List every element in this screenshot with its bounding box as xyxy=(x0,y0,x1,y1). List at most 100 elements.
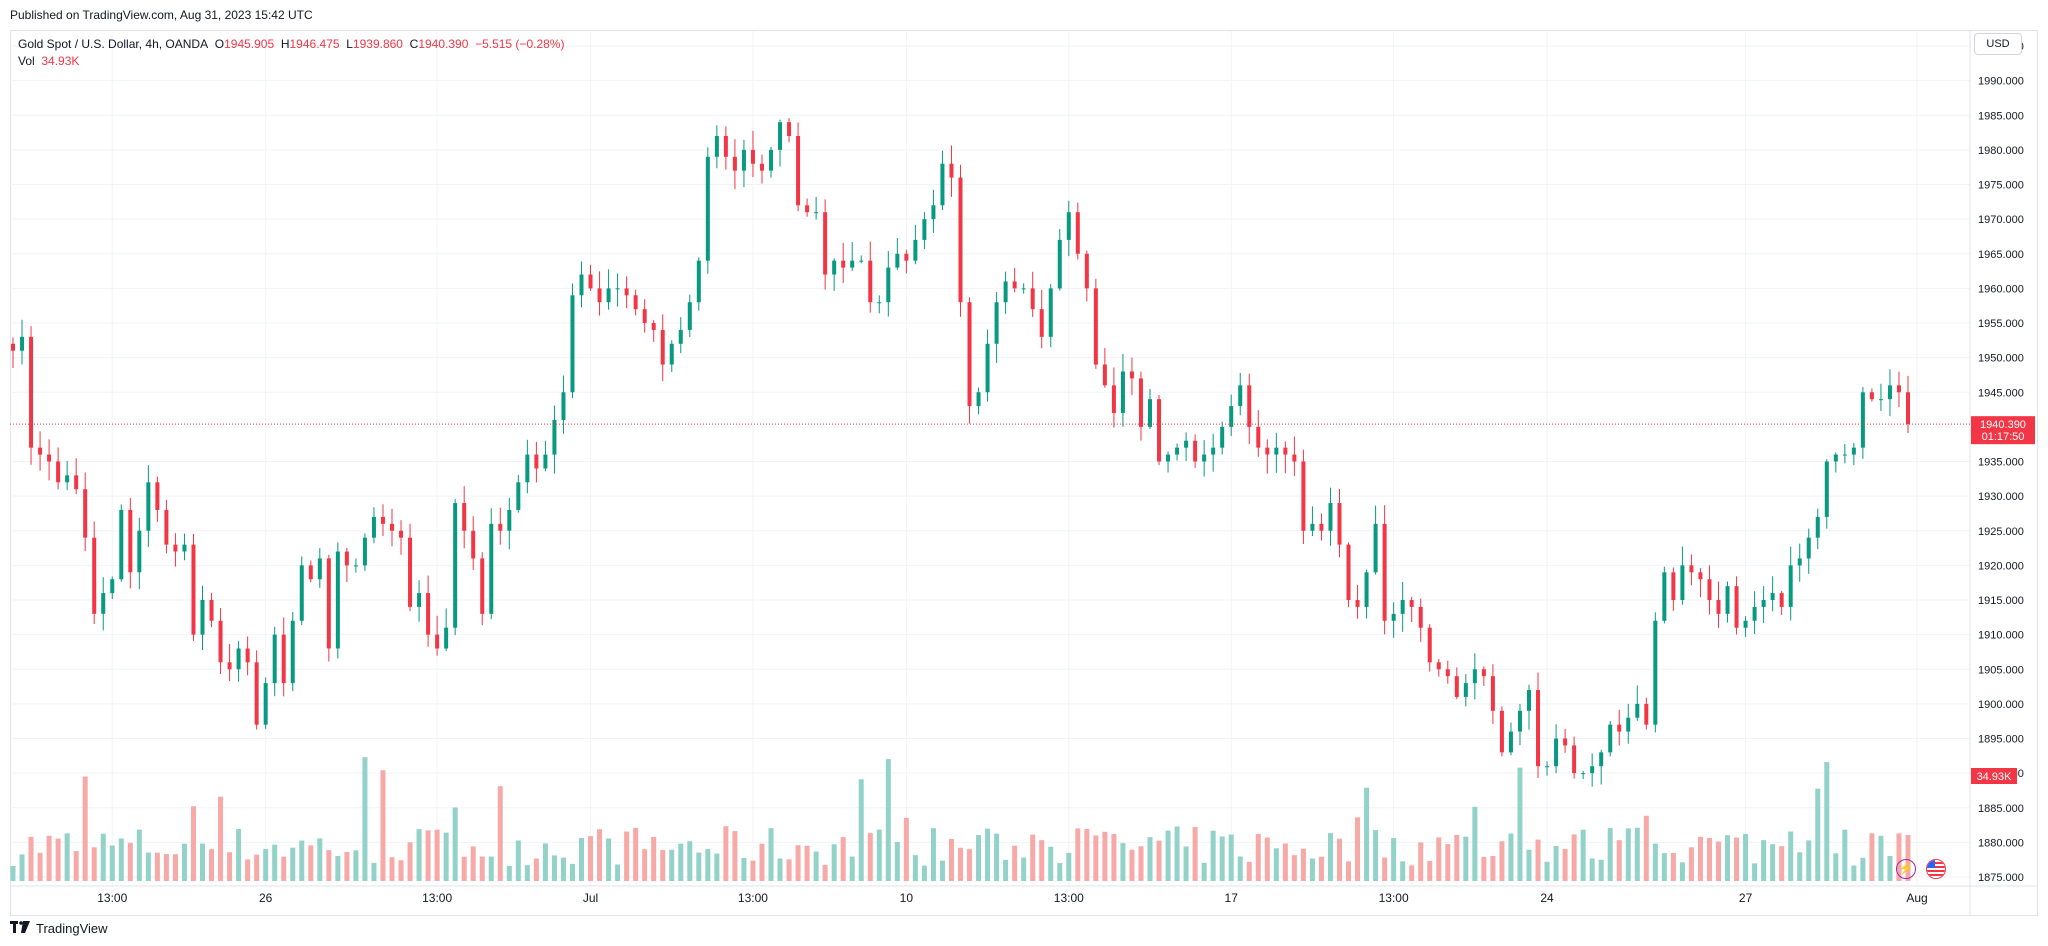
volume-bar xyxy=(254,854,260,881)
candle-body xyxy=(254,662,259,725)
volume-bar xyxy=(1860,857,1866,881)
candle-body xyxy=(1120,371,1125,414)
candle-body xyxy=(814,212,819,214)
volume-bar xyxy=(1824,762,1830,881)
candle-body xyxy=(444,627,449,649)
y-tick-label: 1905.000 xyxy=(1978,664,2024,676)
candle-body xyxy=(877,302,882,304)
candle-body xyxy=(1391,613,1396,621)
volume-bar xyxy=(597,829,603,881)
volume-bar xyxy=(1508,833,1514,881)
candle-body xyxy=(435,634,440,649)
candle-body xyxy=(1906,392,1910,425)
candle-body xyxy=(1806,537,1811,559)
volume-bar xyxy=(1174,826,1180,881)
candle-body xyxy=(1093,288,1098,365)
volume-bar xyxy=(1625,828,1631,881)
high-label: H xyxy=(280,37,290,51)
y-tick-label: 1910.000 xyxy=(1978,630,2024,642)
candle-body xyxy=(227,662,232,670)
candle-body xyxy=(1229,406,1234,427)
candle-body xyxy=(1472,669,1477,684)
volume-bar xyxy=(1327,833,1333,881)
us-flag-icon[interactable] xyxy=(1926,859,1946,879)
volume-bar xyxy=(786,859,792,881)
candle-body xyxy=(1220,426,1225,448)
volume-bar xyxy=(100,833,106,881)
volume-bar xyxy=(1526,849,1532,881)
volume-bar xyxy=(1246,861,1252,881)
candle-body xyxy=(1536,690,1541,767)
volume-bar xyxy=(1770,844,1776,881)
candle-body xyxy=(308,565,313,580)
vol-value: 34.93K xyxy=(41,54,80,68)
lightning-icon[interactable]: ⚡ xyxy=(1896,859,1916,879)
volume-bar xyxy=(1643,815,1649,881)
candle-body xyxy=(1129,371,1134,379)
candle-body xyxy=(642,309,647,323)
x-tick-label: 13:00 xyxy=(1054,891,1084,905)
candle-body xyxy=(967,302,972,407)
candle-body xyxy=(1644,703,1649,725)
candle-body xyxy=(399,530,404,538)
volume-bar xyxy=(1896,833,1902,881)
currency-button[interactable]: USD xyxy=(1974,33,2022,55)
volume-bar xyxy=(624,831,630,881)
volume-bar xyxy=(1670,852,1676,881)
candle-body xyxy=(1048,288,1053,337)
last-price-badge xyxy=(1971,416,2035,445)
candle-body xyxy=(65,475,70,483)
candle-body xyxy=(335,551,340,649)
volume-bar xyxy=(1264,837,1270,881)
candle-body xyxy=(1382,523,1387,621)
candle-body xyxy=(1761,600,1766,607)
volume-bar xyxy=(1679,862,1685,881)
y-tick-label: 1950.000 xyxy=(1978,353,2024,365)
candle-body xyxy=(1283,447,1288,455)
candle-body xyxy=(1824,461,1829,517)
candle-body xyxy=(1337,503,1342,545)
candle-body xyxy=(408,537,413,607)
volume-bar xyxy=(200,843,205,881)
volume-bar xyxy=(1291,855,1297,881)
volume-bar xyxy=(281,856,287,881)
volume-bar xyxy=(1752,863,1758,881)
volume-bar xyxy=(218,796,224,881)
volume-bar xyxy=(723,826,729,881)
brand-name: TradingView xyxy=(36,920,108,936)
candle-body xyxy=(1436,662,1441,670)
candle-body xyxy=(561,392,566,420)
volume-bar xyxy=(163,854,169,881)
volume-bar xyxy=(154,852,160,881)
vol-label: Vol xyxy=(18,54,35,68)
volume-bar xyxy=(46,835,52,881)
volume-bar xyxy=(867,833,873,881)
close-value: 1940.390 xyxy=(418,37,469,51)
y-tick-label: 1920.000 xyxy=(1978,560,2024,572)
x-tick-label: 13:00 xyxy=(1379,891,1409,905)
candle-body xyxy=(516,482,521,510)
footer-brand[interactable]: TradingView xyxy=(10,920,108,936)
candle-body xyxy=(1833,454,1838,462)
volume-bar xyxy=(1869,833,1875,881)
candle-body xyxy=(1671,572,1676,600)
candle-body xyxy=(1869,392,1874,400)
volume-bar xyxy=(1030,834,1036,881)
candle-body xyxy=(471,530,476,559)
volume-bar xyxy=(1607,828,1613,881)
y-tick-label: 1960.000 xyxy=(1978,283,2024,295)
candle-body xyxy=(1752,606,1757,621)
candle-body xyxy=(741,149,746,171)
volume-bar xyxy=(1237,856,1243,881)
volume-bar xyxy=(1219,836,1225,881)
volume-bar xyxy=(1282,843,1288,881)
candle-body xyxy=(1463,683,1468,697)
candle-body xyxy=(1256,426,1261,448)
candle-body xyxy=(1716,600,1721,614)
candle-body xyxy=(805,205,810,213)
volume-bar xyxy=(1409,865,1415,881)
candle-body xyxy=(1743,620,1748,628)
chart-frame[interactable] xyxy=(10,30,2038,916)
x-tick-label: Jul xyxy=(583,891,598,905)
